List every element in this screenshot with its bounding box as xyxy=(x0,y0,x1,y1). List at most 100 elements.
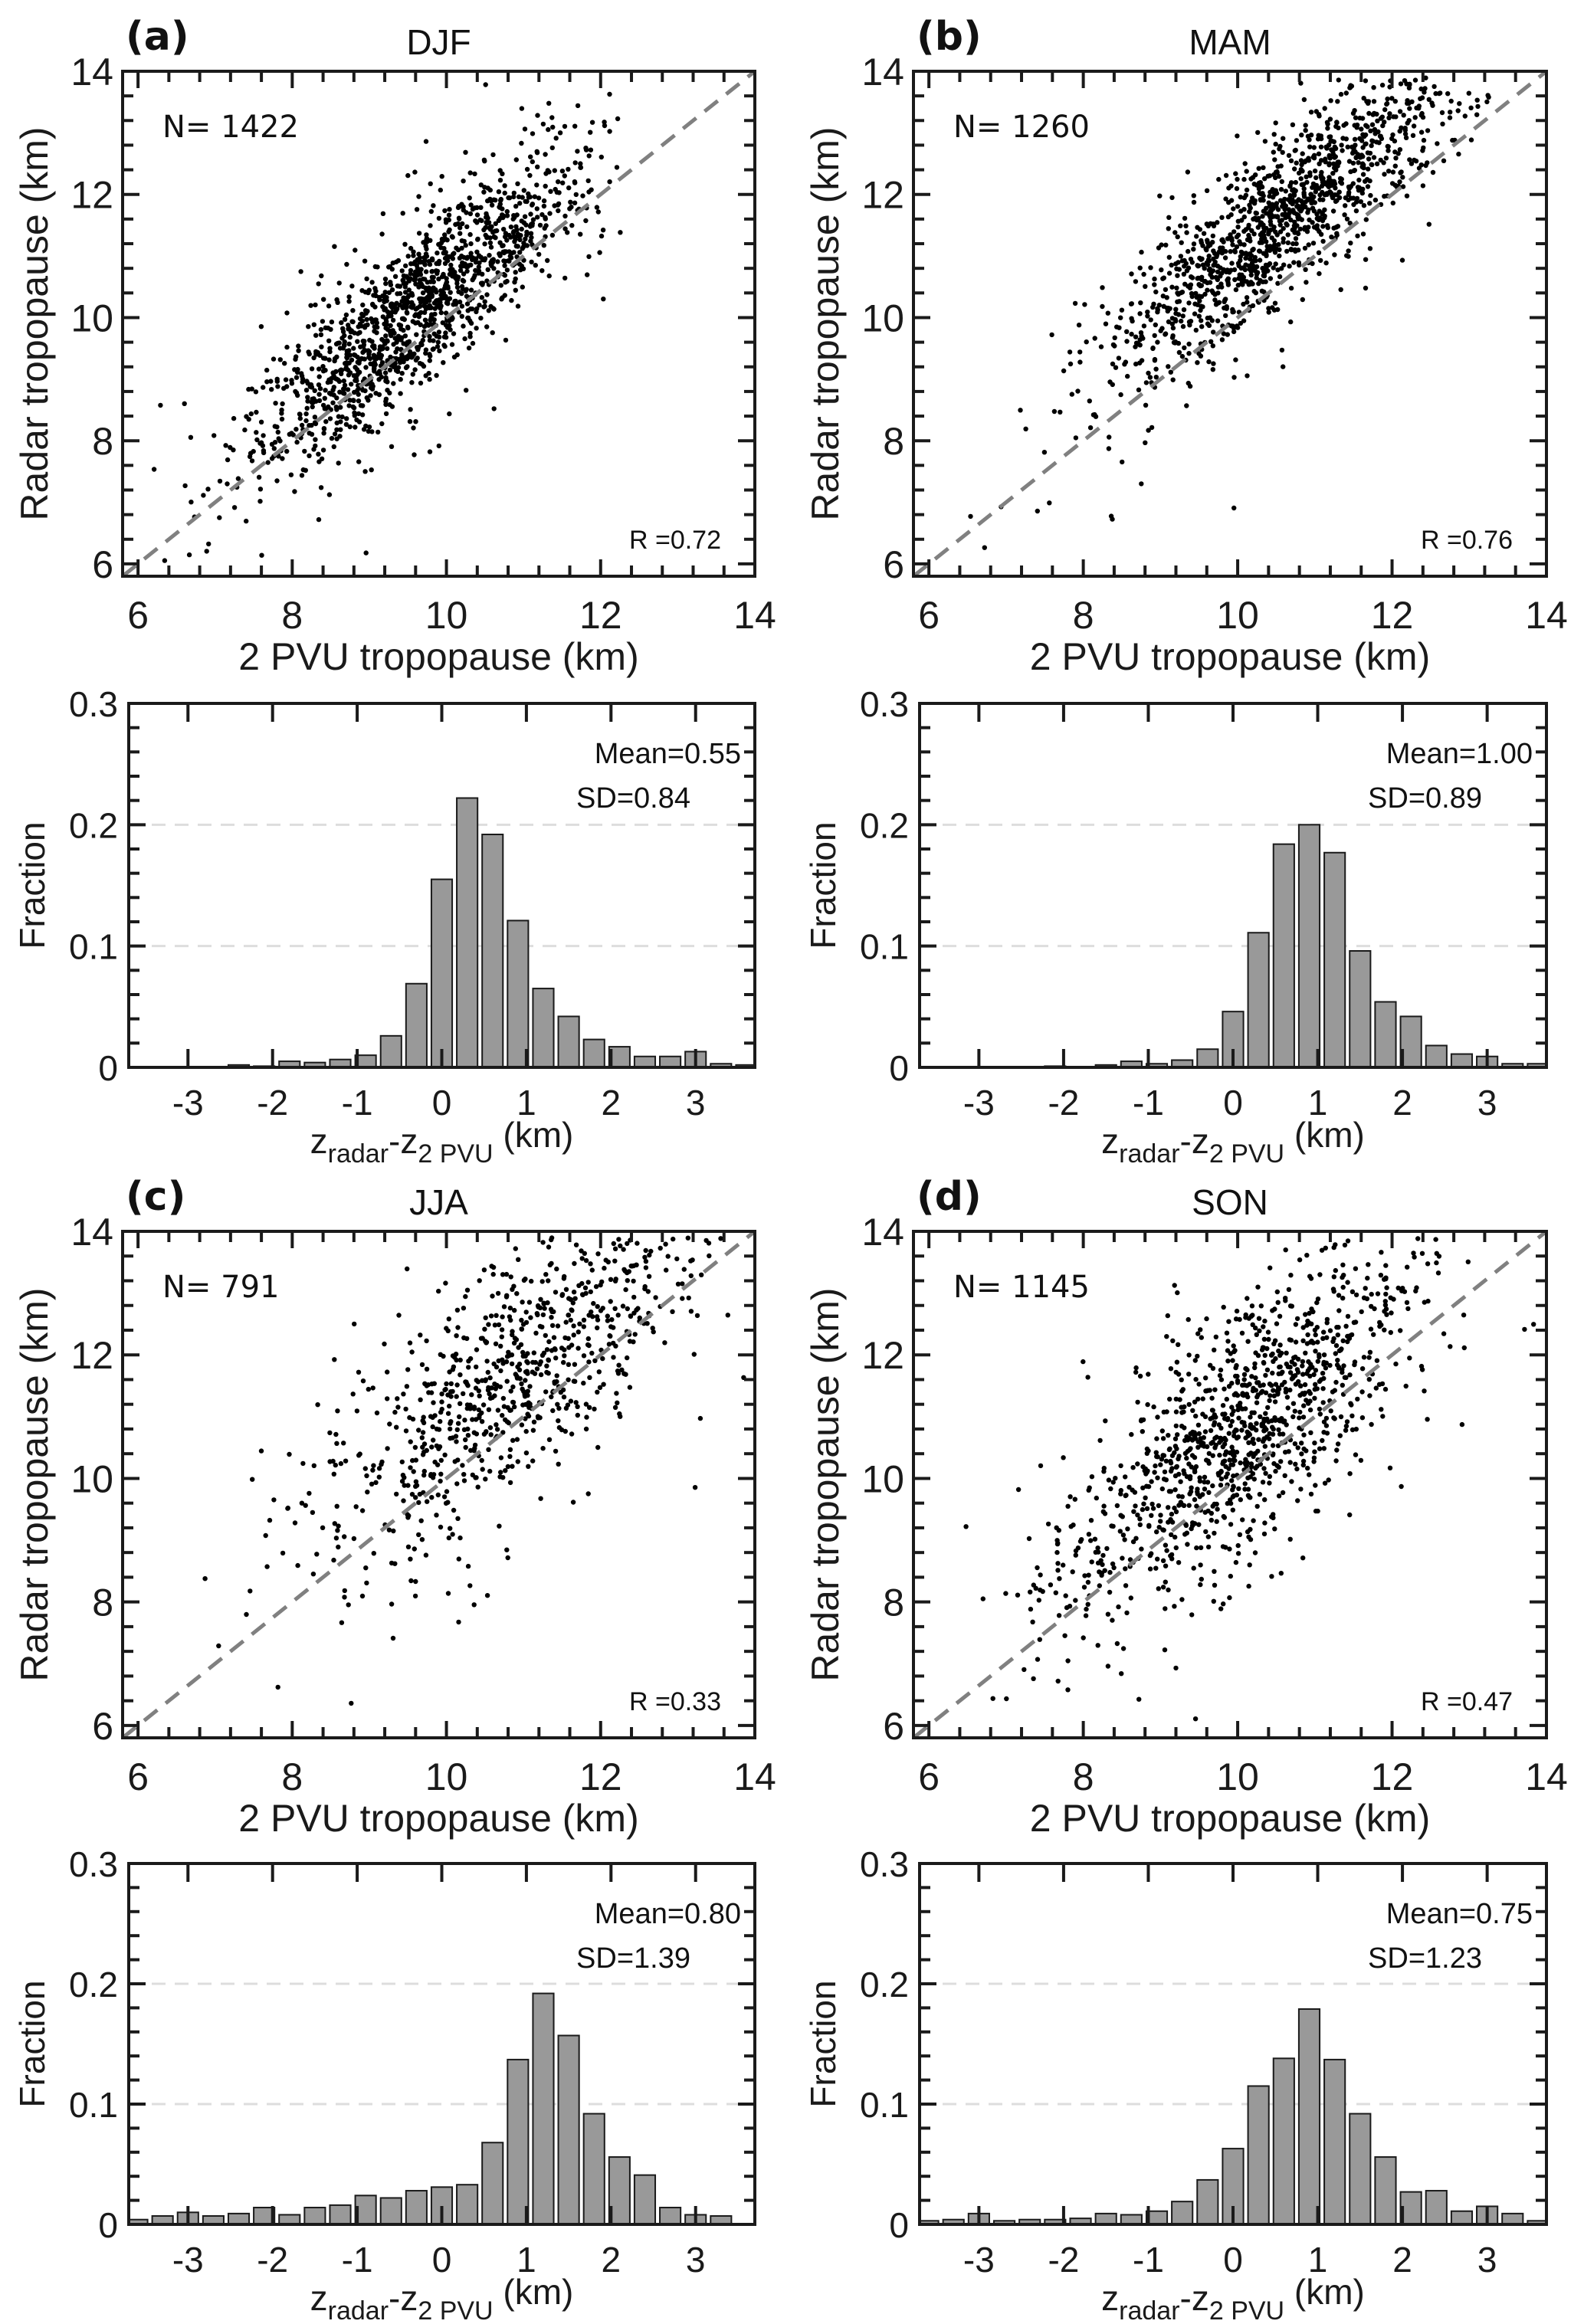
scatter-point xyxy=(1172,1505,1177,1511)
scatter-point xyxy=(438,1478,443,1484)
scatter-point xyxy=(1004,1696,1009,1702)
scatter-point xyxy=(575,149,580,154)
scatter-point xyxy=(443,283,448,288)
scatter-point xyxy=(1235,283,1241,288)
scatter-point xyxy=(1276,1385,1281,1391)
scatter-point xyxy=(370,1385,376,1391)
scatter-point xyxy=(1251,1518,1256,1523)
scatter-point xyxy=(568,1398,574,1404)
histogram-bar xyxy=(1349,950,1372,1067)
x-tick-label: 0 xyxy=(1223,1083,1243,1123)
scatter-point xyxy=(1270,1431,1276,1437)
scatter-point xyxy=(323,325,329,330)
scatter-point xyxy=(1186,351,1192,356)
histogram-bar xyxy=(659,2207,682,2224)
scatter-point xyxy=(505,1555,510,1561)
scatter-point xyxy=(1307,144,1313,149)
scatter-point xyxy=(427,449,433,454)
scatter-point xyxy=(1175,299,1180,305)
scatter-point xyxy=(561,1395,567,1400)
scatter-point xyxy=(1333,167,1339,172)
scatter-point xyxy=(1159,267,1164,273)
scatter-point xyxy=(583,1426,589,1432)
scatter-point xyxy=(1223,1437,1228,1443)
scatter-point xyxy=(1292,247,1298,253)
y-axis-label: Radar tropopause (km) xyxy=(804,126,847,520)
scatter-point xyxy=(1228,1573,1234,1579)
scatter-point xyxy=(1089,1559,1094,1565)
scatter-point xyxy=(527,1384,533,1389)
scatter-point xyxy=(1218,265,1223,270)
scatter-point xyxy=(476,1407,481,1413)
scatter-point xyxy=(235,476,241,481)
scatter-point xyxy=(1250,247,1255,253)
scatter-point xyxy=(462,1418,467,1423)
scatter-point xyxy=(468,262,474,267)
scatter-point xyxy=(478,182,484,188)
scatter-point xyxy=(1038,1587,1043,1593)
scatter-point xyxy=(502,263,507,268)
ticks xyxy=(129,1862,755,2226)
scatter-point xyxy=(1468,105,1474,110)
scatter-point xyxy=(1313,1483,1318,1488)
scatter-point xyxy=(446,212,452,218)
scatter-point xyxy=(488,244,494,250)
scatter-point xyxy=(1227,1457,1232,1463)
scatter-point xyxy=(1163,287,1169,293)
scatter-point xyxy=(1133,1369,1139,1375)
scatter-point xyxy=(1410,133,1416,138)
scatter-point xyxy=(1350,195,1356,201)
scatter-point xyxy=(481,1431,487,1437)
scatter-point xyxy=(490,1293,495,1299)
scatter-point xyxy=(369,467,374,473)
scatter-point xyxy=(447,411,452,417)
scatter-point xyxy=(334,1503,339,1509)
scatter-point xyxy=(464,293,470,299)
scatter-point xyxy=(337,434,343,439)
x-tick-label: -3 xyxy=(172,1083,204,1123)
scatter-point xyxy=(1204,188,1210,193)
scatter-point xyxy=(508,1317,513,1323)
scatter-point xyxy=(1372,131,1378,136)
scatter-point xyxy=(292,1520,298,1526)
scatter-point xyxy=(484,1359,490,1364)
scatter-point xyxy=(1384,1312,1389,1317)
scatter-point xyxy=(1261,1531,1268,1537)
histogram-bar xyxy=(710,2215,733,2224)
scatter-point xyxy=(1173,1396,1179,1402)
scatter-point xyxy=(1292,230,1297,235)
scatter-point xyxy=(503,1468,508,1473)
scatter-point xyxy=(1191,193,1197,198)
scatter-point xyxy=(398,391,403,396)
scatter-point xyxy=(475,236,480,242)
scatter-point xyxy=(581,1353,587,1359)
scatter-point xyxy=(1201,1435,1207,1441)
scatter-point xyxy=(658,1245,663,1251)
scatter-point xyxy=(379,1459,385,1465)
scatter-point xyxy=(1329,147,1334,152)
scatter-point xyxy=(478,316,484,321)
scatter-point xyxy=(388,323,393,329)
scatter-point xyxy=(1204,1316,1209,1322)
scatter-point xyxy=(1249,1410,1254,1415)
scatter-point xyxy=(311,1463,316,1469)
scatter-point xyxy=(576,1329,581,1335)
scatter-point xyxy=(343,1458,349,1464)
scatter-point xyxy=(528,238,533,244)
scatter-point xyxy=(376,1474,382,1480)
scatter-point xyxy=(1241,1372,1248,1378)
scatter-point xyxy=(566,1336,571,1342)
scatter-point xyxy=(478,1336,484,1341)
x-tick-label: 2 xyxy=(602,1083,621,1123)
scatter-point xyxy=(699,1272,704,1278)
scatter-point xyxy=(618,230,623,235)
scatter-point xyxy=(412,452,417,457)
scatter-point xyxy=(585,1280,591,1285)
y-tick-label: 10 xyxy=(71,297,113,339)
scatter-point xyxy=(1156,1503,1162,1509)
scatter-point xyxy=(1195,302,1201,307)
scatter-point xyxy=(1186,1401,1192,1408)
scatter-point xyxy=(354,417,359,423)
scatter-point xyxy=(299,473,305,478)
scatter-point xyxy=(1038,1572,1043,1578)
